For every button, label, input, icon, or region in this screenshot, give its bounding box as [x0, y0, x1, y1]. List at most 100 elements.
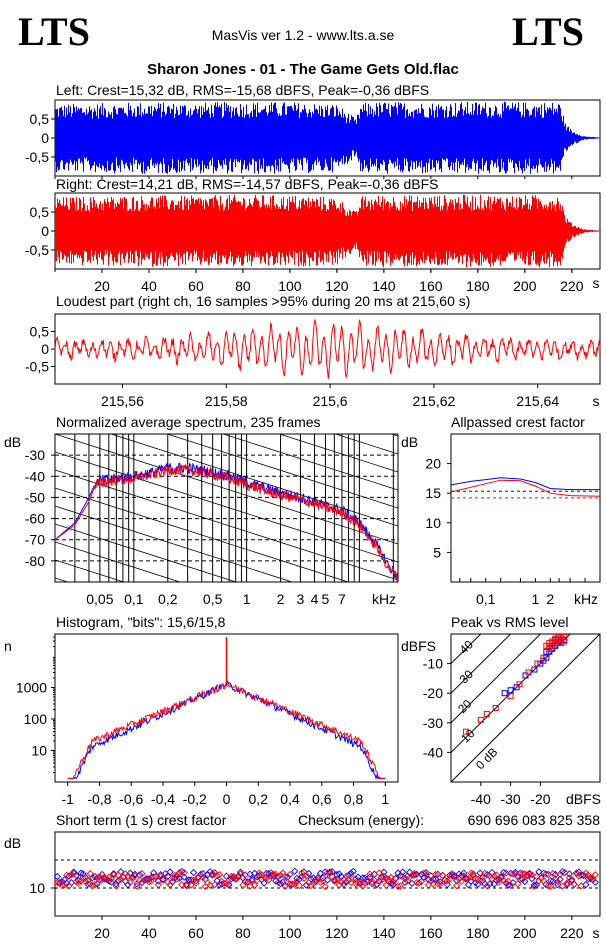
- spectrum-xtick-label: 4: [311, 591, 319, 607]
- crest-right-point: [309, 880, 318, 888]
- logo-right: LTS: [512, 9, 584, 54]
- allpass-ytick-label: 15: [425, 485, 441, 501]
- crest-left-point: [333, 871, 341, 879]
- spectrum-slope-line: [55, 487, 350, 582]
- peak-rms-right-point: [462, 728, 469, 735]
- crest-right-point: [86, 870, 94, 878]
- left-channel-ytick-label: 0,5: [30, 111, 50, 127]
- crest-right-point: [150, 873, 158, 881]
- crest-right-point: [570, 880, 578, 889]
- crest-xtick-label: 220: [560, 925, 584, 941]
- crest-right-point: [67, 870, 76, 879]
- crest-right-point: [93, 874, 101, 882]
- spectrum-xtick-label: 7: [338, 591, 346, 607]
- allpass-ytick-label: 5: [433, 544, 441, 560]
- crest-right-point: [554, 878, 562, 886]
- spectrum-plot: [55, 434, 398, 582]
- peak-rms-right-point: [540, 654, 547, 661]
- crest-left-point: [500, 868, 508, 877]
- crest-left-point: [124, 881, 132, 889]
- crest-right-point: [394, 882, 402, 890]
- crest-left-point: [422, 868, 430, 877]
- histogram-xtick-label: -0,6: [119, 791, 143, 807]
- crest-right-point: [114, 871, 123, 879]
- crest-right-point: [112, 882, 120, 890]
- crest-right-point: [464, 875, 473, 883]
- spectrum-slope-line: [278, 434, 398, 473]
- spectrum-xtick-label: 0,1: [124, 591, 144, 607]
- crest-right-point: [65, 882, 73, 890]
- crest-right-point: [236, 870, 245, 878]
- loudest-xtick-label: 215,6: [313, 393, 348, 409]
- peak-rms-title: Peak vs RMS level: [451, 614, 568, 630]
- peak-rms-xtick-label: -20: [530, 791, 550, 807]
- crest-left-point: [199, 869, 207, 878]
- histogram-title: Histogram, "bits": 15,6/15,8: [56, 614, 226, 630]
- peak-rms-right-point: [534, 660, 541, 667]
- crest-left-point: [521, 877, 529, 886]
- crest-right-point: [532, 872, 541, 880]
- crest-xtick-label: 100: [278, 925, 302, 941]
- loudest-xtick-label: 215,58: [205, 393, 248, 409]
- crest-right-point: [408, 871, 416, 880]
- right-channel-xtick-label: 20: [94, 278, 110, 294]
- histogram-ytick-label: 10: [31, 743, 47, 759]
- crest-right-point: [443, 877, 451, 885]
- spectrum-slope-line: [55, 469, 398, 581]
- crest-left-point: [504, 881, 513, 889]
- crest-right-point: [422, 871, 430, 879]
- crest-left-point: [431, 875, 440, 883]
- crest-right-point: [518, 869, 527, 878]
- right-channel-ytick-label: 0,5: [30, 204, 50, 220]
- crest-right-point: [380, 872, 388, 880]
- right-channel-xtick-label: 60: [188, 278, 204, 294]
- crest-right-point: [396, 882, 404, 890]
- crest-xtick-label: 20: [94, 925, 110, 941]
- crest-right-point: [253, 876, 261, 884]
- crest-right-point: [232, 874, 240, 883]
- crest-left-point: [182, 880, 191, 889]
- checksum-label: Checksum (energy):: [298, 812, 424, 828]
- crest-right-point: [462, 875, 470, 883]
- crest-right-point: [173, 875, 181, 883]
- allpass-right-line: [450, 479, 601, 497]
- crest-right-point: [192, 879, 200, 887]
- crest-left-point: [232, 875, 240, 883]
- spectrum-xtick-label: 0,2: [158, 591, 178, 607]
- spectrum-slope-line: [222, 434, 398, 491]
- spectrum-slope-line: [165, 434, 398, 509]
- crest-right-point: [265, 876, 273, 884]
- right-channel-xtick-label: 200: [513, 278, 537, 294]
- peak-rms-plot: [451, 634, 600, 782]
- spectrum-xtick-label: 0,05: [86, 591, 113, 607]
- logo-left: LTS: [18, 9, 90, 54]
- crest-left-point: [342, 878, 350, 886]
- spectrum-xtick-label: 5: [322, 591, 330, 607]
- crest-right-point: [276, 871, 285, 879]
- crest-left-point: [222, 872, 231, 880]
- crest-right-point: [145, 877, 153, 886]
- crest-right-point: [349, 875, 357, 883]
- right-channel-ytick-label: -0,5: [25, 242, 49, 258]
- spectrum-x-unit: kHz: [372, 591, 396, 607]
- crest-right-point: [124, 872, 132, 880]
- crest-right-point: [168, 874, 177, 882]
- peak-rms-right-point: [555, 634, 562, 640]
- spectrum-slope-line: [334, 434, 398, 455]
- crest-right-point: [467, 869, 475, 877]
- crest-right-point: [84, 876, 92, 885]
- spectrum-xtick-label: 0,5: [203, 591, 223, 607]
- crest-left-point: [138, 878, 146, 887]
- crest-left-point: [340, 880, 348, 888]
- crest-right-point: [481, 869, 489, 878]
- crest-right-point: [328, 872, 336, 881]
- histogram-ylabel: n: [4, 638, 12, 654]
- crest-right-point: [410, 869, 419, 878]
- peak-rms-diagonal: [451, 634, 571, 754]
- crest-left-point: [434, 870, 442, 878]
- crest-xtick-label: 200: [513, 925, 537, 941]
- crest-right-point: [493, 871, 501, 879]
- crest-left-point: [401, 878, 409, 886]
- peak-rms-right-point: [525, 669, 532, 676]
